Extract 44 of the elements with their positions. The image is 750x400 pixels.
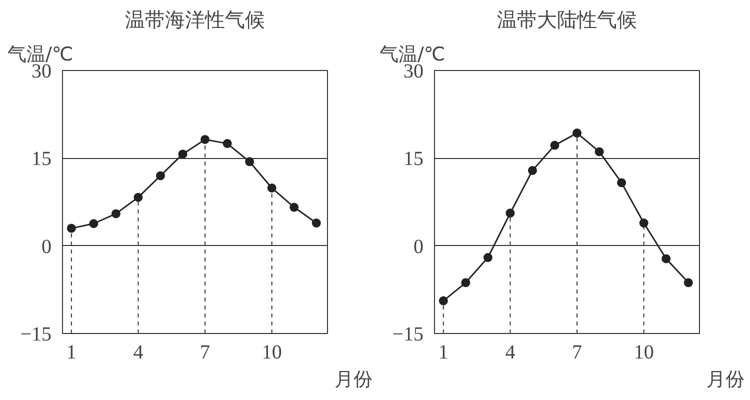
y-tick-label: −15: [20, 324, 52, 346]
point: [200, 134, 210, 144]
point: [594, 147, 604, 156]
x-tick-label: 7: [572, 342, 582, 364]
point: [312, 218, 321, 228]
point: [572, 128, 582, 138]
point: [684, 278, 693, 288]
point: [639, 218, 648, 228]
point: [66, 224, 76, 233]
point: [550, 140, 560, 150]
x-tick-label: 7: [200, 342, 210, 364]
y-tick-label: 0: [414, 236, 424, 258]
point: [156, 171, 165, 180]
y-tick-label: 15: [32, 148, 52, 170]
x-tick-label: 1: [66, 342, 76, 364]
y-tick-label: 0: [42, 236, 52, 258]
point: [267, 183, 276, 192]
point: [89, 219, 98, 228]
x-tick-label: 10: [634, 342, 654, 364]
x-axis-title: 月份: [706, 368, 744, 390]
point: [528, 166, 537, 175]
point: [461, 278, 470, 288]
point: [617, 178, 626, 188]
point: [245, 157, 254, 166]
x-tick-label: 1: [438, 342, 448, 364]
y-axis-title: 气温/℃: [8, 44, 74, 66]
point: [662, 254, 671, 264]
x-tick-label: 4: [133, 342, 144, 364]
point: [290, 202, 299, 212]
x-tick-label: 4: [505, 342, 516, 364]
point: [222, 139, 232, 148]
x-tick-label: 10: [262, 342, 282, 364]
chart-title: 温带海洋性气候: [125, 8, 265, 32]
point: [483, 253, 492, 262]
chart-title: 温带大陆性气候: [497, 8, 637, 32]
point: [178, 150, 188, 159]
point: [134, 192, 143, 202]
point: [111, 209, 120, 218]
point: [506, 208, 515, 218]
point: [438, 296, 448, 306]
y-tick-label: −15: [392, 324, 424, 346]
y-tick-label: 15: [404, 148, 424, 170]
y-axis-title: 气温/℃: [380, 44, 446, 66]
x-axis-title: 月份: [334, 368, 372, 390]
